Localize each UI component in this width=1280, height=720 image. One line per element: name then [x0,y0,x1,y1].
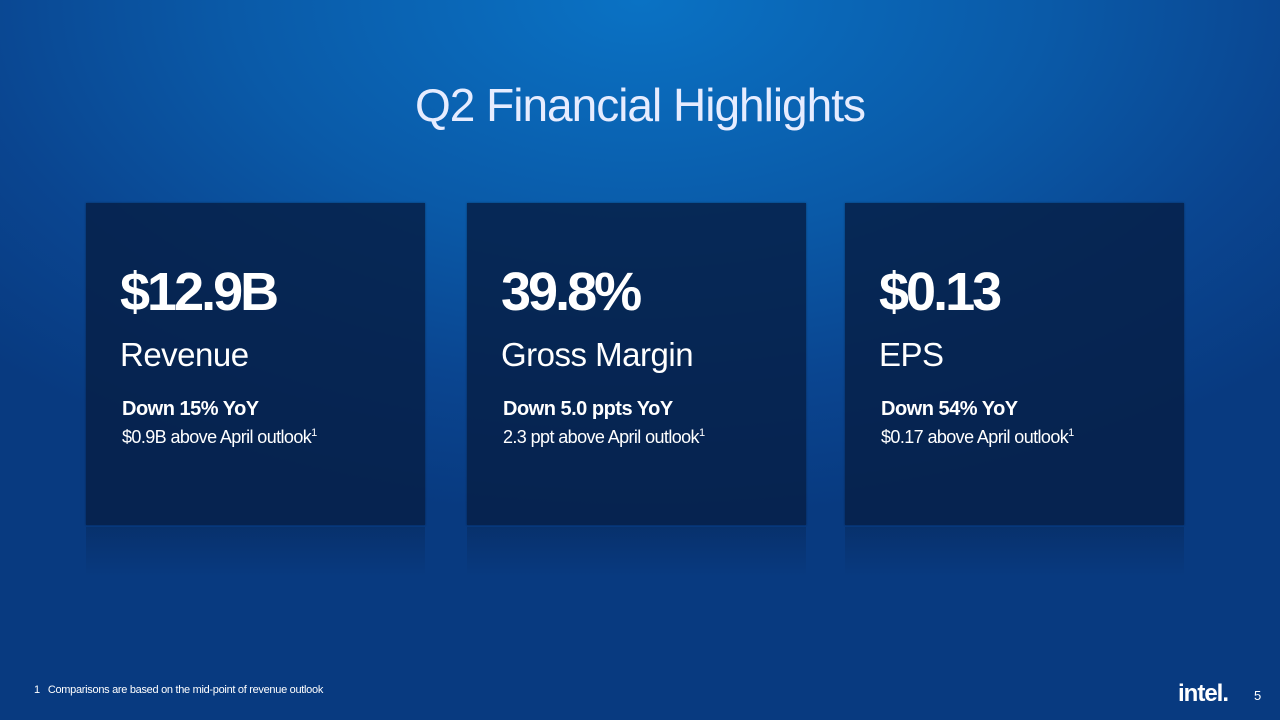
metric-note: 2.3 ppt above April outlook1 [503,427,705,448]
metric-change: Down 15% YoY [122,398,259,420]
metric-card: $0.13 EPS Down 54% YoY $0.17 above April ou… [845,203,1184,577]
card-reflection [467,527,806,577]
note-text: $0.17 above April outlook [881,427,1069,447]
metric-card: 39.8% Gross Margin Down 5.0 ppts YoY 2.3 pp… [467,203,806,577]
slide-title: Q2 Financial Highlights [414,79,866,131]
page-number: 5 [1254,688,1262,703]
metric-label: Gross Margin [501,336,694,373]
note-ref: 1 [698,427,705,439]
note-ref: 1 [311,427,317,439]
metric-change: Down 54% YoY [881,398,1018,420]
metric-note: $0.17 above April outlook1 [881,427,1074,448]
metric-value: $0.13 [879,262,1002,322]
note-text: $0.9B above April outlook [122,427,312,447]
metric-note: $0.9B above April outlook1 [122,427,317,448]
metric-value: $12.9B [120,262,279,322]
note-text: 2.3 ppt above April outlook [503,427,700,447]
footnote: 1 Comparisons are based on the mid-point … [34,684,323,696]
metric-label: Revenue [120,336,249,373]
footnote-marker: 1 [34,684,40,696]
metric-value: 39.8% [501,262,642,322]
logo: intel. [1178,680,1229,707]
card-reflection [845,527,1184,577]
note-ref: 1 [1068,427,1074,439]
metric-card: $12.9B Revenue Down 15% YoY $0.9B above Apr… [86,203,425,577]
metric-label: EPS [879,336,944,373]
footnote-text: Comparisons are based on the mid-point o… [47,684,324,696]
metric-change: Down 5.0 ppts YoY [503,398,673,420]
card-reflection [86,527,425,577]
